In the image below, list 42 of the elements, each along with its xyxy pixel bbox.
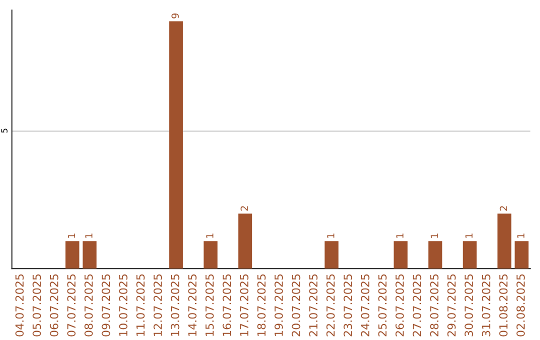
data-label: 1 [327,234,334,238]
x-tick-label: 12.07.2025 [154,274,162,336]
x-tick-label: 07.07.2025 [67,274,76,336]
x-tick-label: 29.07.2025 [447,274,456,336]
data-label: 1 [206,234,214,238]
x-tick-label: 13.07.2025 [170,274,180,336]
x-tick-label: 26.07.2025 [396,274,404,336]
x-tick-label: 02.08.2025 [516,274,525,336]
x-tick-label: 16.07.2025 [222,274,232,336]
x-tick-label: 10.07.2025 [119,274,128,336]
x-tick-label: 25.07.2025 [378,274,387,336]
x-tick-label: 22.07.2025 [326,274,335,336]
x-tick-label: 06.07.2025 [50,274,58,336]
x-tick-label: 11.07.2025 [136,274,145,336]
data-label: 1 [68,234,76,238]
x-tick-label: 09.07.2025 [102,274,110,336]
x-tick-label: 08.07.2025 [84,274,93,336]
data-label: 2 [240,206,248,211]
x-tick-label: 21.07.2025 [309,274,318,336]
data-label: 1 [517,234,524,238]
data-label: 1 [396,234,404,238]
x-tick-label: 04.07.2025 [15,274,24,336]
data-label: 2 [500,206,508,211]
x-tick-label: 23.07.2025 [344,274,352,336]
x-tick-label: 14.07.2025 [188,274,197,336]
x-tick-label: 15.07.2025 [205,274,214,336]
x-tick-label: 18.07.2025 [257,274,266,336]
x-tick-label: 19.07.2025 [274,274,283,336]
x-tick-label: 27.07.2025 [412,274,422,336]
x-tick-label: 30.07.2025 [464,274,474,336]
x-tick-label: 31.07.2025 [482,274,490,336]
x-tick-label: 17.07.2025 [240,274,248,336]
data-label: 9 [172,13,179,18]
data-label: 1 [465,234,472,238]
y-tick-label: 5 [1,128,8,133]
data-label: 1 [430,234,438,238]
x-tick-label: 01.08.2025 [499,274,508,336]
x-tick-label: 20.07.2025 [292,274,300,336]
data-label: 1 [85,234,92,238]
x-tick-label: 24.07.2025 [360,274,370,336]
x-tick-label: 05.07.2025 [32,274,42,336]
x-tick-label: 28.07.2025 [430,274,438,336]
